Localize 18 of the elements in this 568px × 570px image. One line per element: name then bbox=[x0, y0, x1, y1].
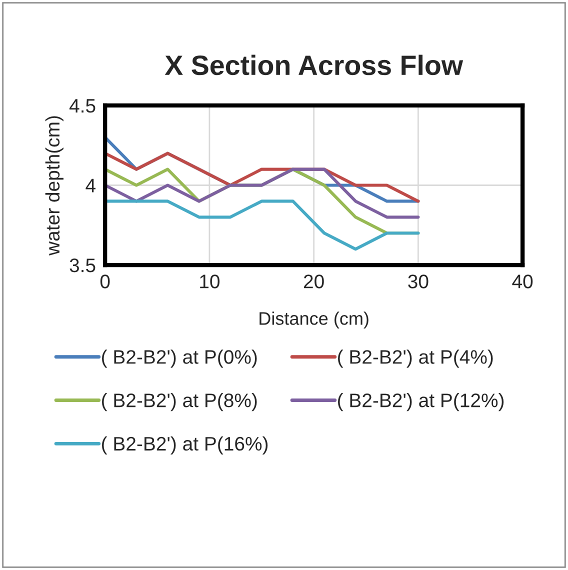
x-tick-label: 30 bbox=[408, 274, 428, 288]
legend-label: ( B2-B2') at P(4%) bbox=[338, 350, 493, 368]
x-axis-title: Distance (cm) bbox=[260, 312, 368, 328]
y-tick-label: 3.5 bbox=[70, 258, 96, 272]
x-tick-label: 20 bbox=[304, 274, 324, 288]
line-series bbox=[105, 168, 420, 219]
x-tick-label: 40 bbox=[512, 274, 533, 288]
y-axis-title: water depth(cm) bbox=[45, 116, 64, 256]
legend-label: ( B2-B2') at P(16%) bbox=[102, 436, 268, 455]
y-tick-label: 4 bbox=[86, 178, 96, 192]
legend-label: ( B2-B2') at P(0%) bbox=[102, 350, 257, 368]
legend-label: ( B2-B2') at P(12%) bbox=[338, 392, 504, 412]
x-tick-label: 10 bbox=[200, 274, 220, 288]
y-tick-label: 4.5 bbox=[69, 99, 96, 113]
legend-label: ( B2-B2') at P(8%) bbox=[102, 392, 257, 412]
x-tick-label: 0 bbox=[100, 274, 110, 288]
chart-title: X Section Across Flow bbox=[164, 54, 464, 76]
line-series bbox=[105, 200, 420, 251]
